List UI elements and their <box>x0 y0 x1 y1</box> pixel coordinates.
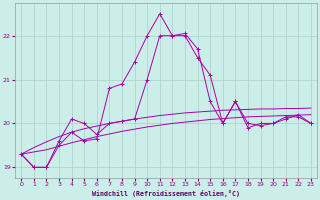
X-axis label: Windchill (Refroidissement éolien,°C): Windchill (Refroidissement éolien,°C) <box>92 190 240 197</box>
